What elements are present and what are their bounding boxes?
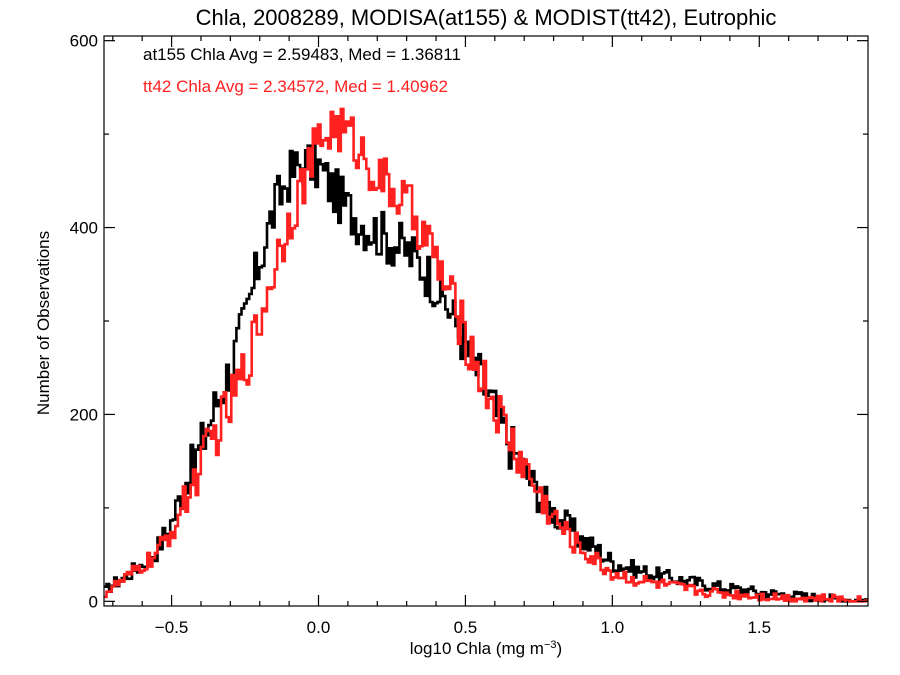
x-tick-label: 0.0 [307,618,331,637]
y-tick-label: 600 [70,32,98,51]
annotation-tt42-stats: tt42 Chla Avg = 2.34572, Med = 1.40962 [143,77,448,96]
series-tt42-line [104,107,868,603]
annotation-at155-stats: at155 Chla Avg = 2.59483, Med = 1.36811 [143,45,461,64]
chart-title: Chla, 2008289, MODISA(at155) & MODIST(tt… [196,5,777,30]
x-tick-label: 1.0 [601,618,625,637]
y-axis-label: Number of Observations [34,231,53,415]
y-tick-label: 400 [70,219,98,238]
plot-frame [103,35,869,607]
plot-area [104,107,868,603]
y-tick-label: 200 [70,405,98,424]
x-tick-label: 1.5 [747,618,771,637]
x-tick-label: −0.5 [155,618,189,637]
x-axis-label: log10 Chla (mg m−3) [410,639,562,658]
axes: −0.5 0.0 0.5 1.0 1.5 0 200 400 600 [70,32,869,637]
x-tick-label: 0.5 [454,618,478,637]
y-tick-label: 0 [89,592,98,611]
